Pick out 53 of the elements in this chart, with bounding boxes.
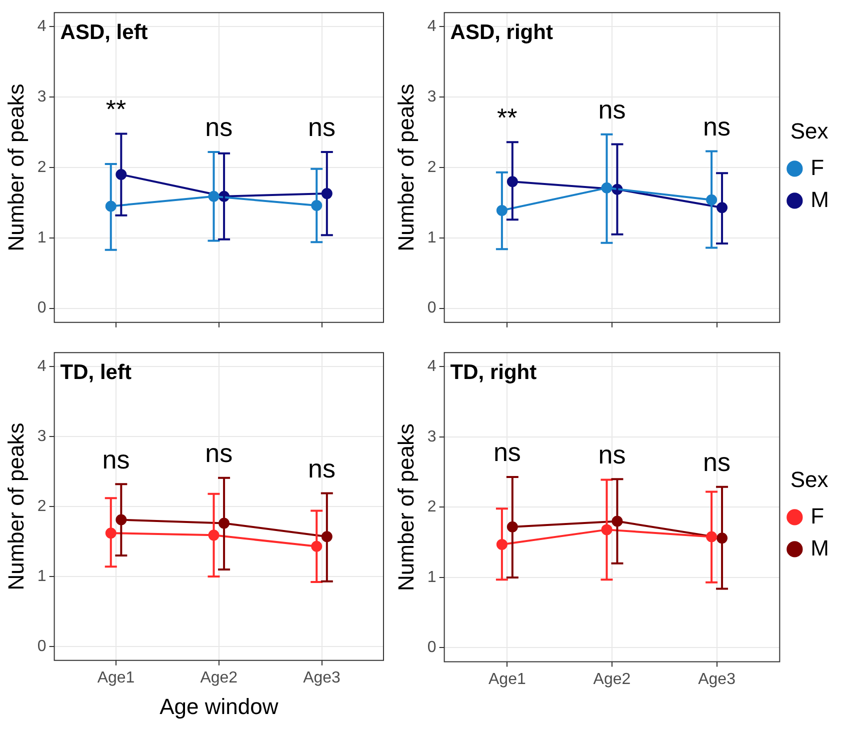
annotation: ns (205, 112, 233, 142)
y-tick-label: 3 (427, 88, 436, 106)
y-tick-label: 0 (427, 300, 436, 317)
y-tick-label: 2 (427, 498, 436, 516)
legend-label: M (810, 535, 829, 560)
annotation: ns (493, 437, 521, 468)
y-tick-label: 1 (37, 229, 46, 246)
x-tick-label: Age2 (200, 669, 238, 686)
x-tick-label: Age3 (303, 669, 341, 686)
y-tick-label: 3 (37, 428, 46, 445)
x-tick-label: Age3 (698, 670, 736, 688)
annotation: ns (598, 439, 626, 470)
y-tick-label: 4 (427, 358, 436, 376)
y-tick-label: 3 (427, 428, 436, 446)
y-tick-label: 2 (427, 158, 436, 176)
annotation: ns (308, 453, 336, 484)
y-tick-label: 4 (37, 358, 46, 375)
chart-title: TD, left (60, 360, 132, 384)
y-tick-label: 0 (37, 300, 46, 317)
y-tick-label: 4 (427, 18, 436, 36)
y-tick-label: 3 (37, 88, 46, 106)
annotation: ns (703, 111, 731, 142)
x-tick-label: Age2 (593, 670, 631, 688)
y-axis-title: Number of peaks (3, 84, 28, 252)
y-tick-label: 2 (37, 498, 46, 515)
legend-label: F (810, 154, 824, 180)
legend-title: Sex (790, 466, 828, 492)
annotation: ns (308, 112, 336, 142)
y-tick-label: 0 (427, 639, 436, 656)
x-axis-title: Age window (160, 694, 278, 719)
y-axis-title: Number of peaks (3, 422, 28, 590)
chart-title: ASD, right (450, 20, 553, 44)
y-tick-label: 2 (37, 158, 46, 176)
chart-title: ASD, left (60, 20, 148, 44)
x-tick-label: Age1 (97, 669, 135, 686)
y-axis-title: Number of peaks (393, 84, 418, 252)
y-tick-label: 4 (37, 18, 46, 36)
chart-title: TD, right (450, 360, 537, 384)
y-tick-label: 1 (37, 568, 46, 585)
y-tick-label: 1 (427, 229, 436, 246)
y-tick-label: 1 (427, 568, 436, 586)
annotation: ** (106, 94, 126, 124)
y-tick-label: 0 (37, 638, 46, 655)
annotation: ns (205, 438, 233, 468)
annotation: ns (102, 444, 130, 474)
x-tick-label: Age1 (488, 670, 526, 688)
annotation: ns (703, 446, 731, 477)
annotation: ** (497, 102, 518, 132)
legend-title: Sex (790, 118, 828, 144)
legend-label: F (810, 503, 824, 528)
y-axis-title: Number of peaks (393, 423, 418, 591)
annotation: ns (598, 94, 626, 125)
legend-label: M (810, 186, 829, 212)
